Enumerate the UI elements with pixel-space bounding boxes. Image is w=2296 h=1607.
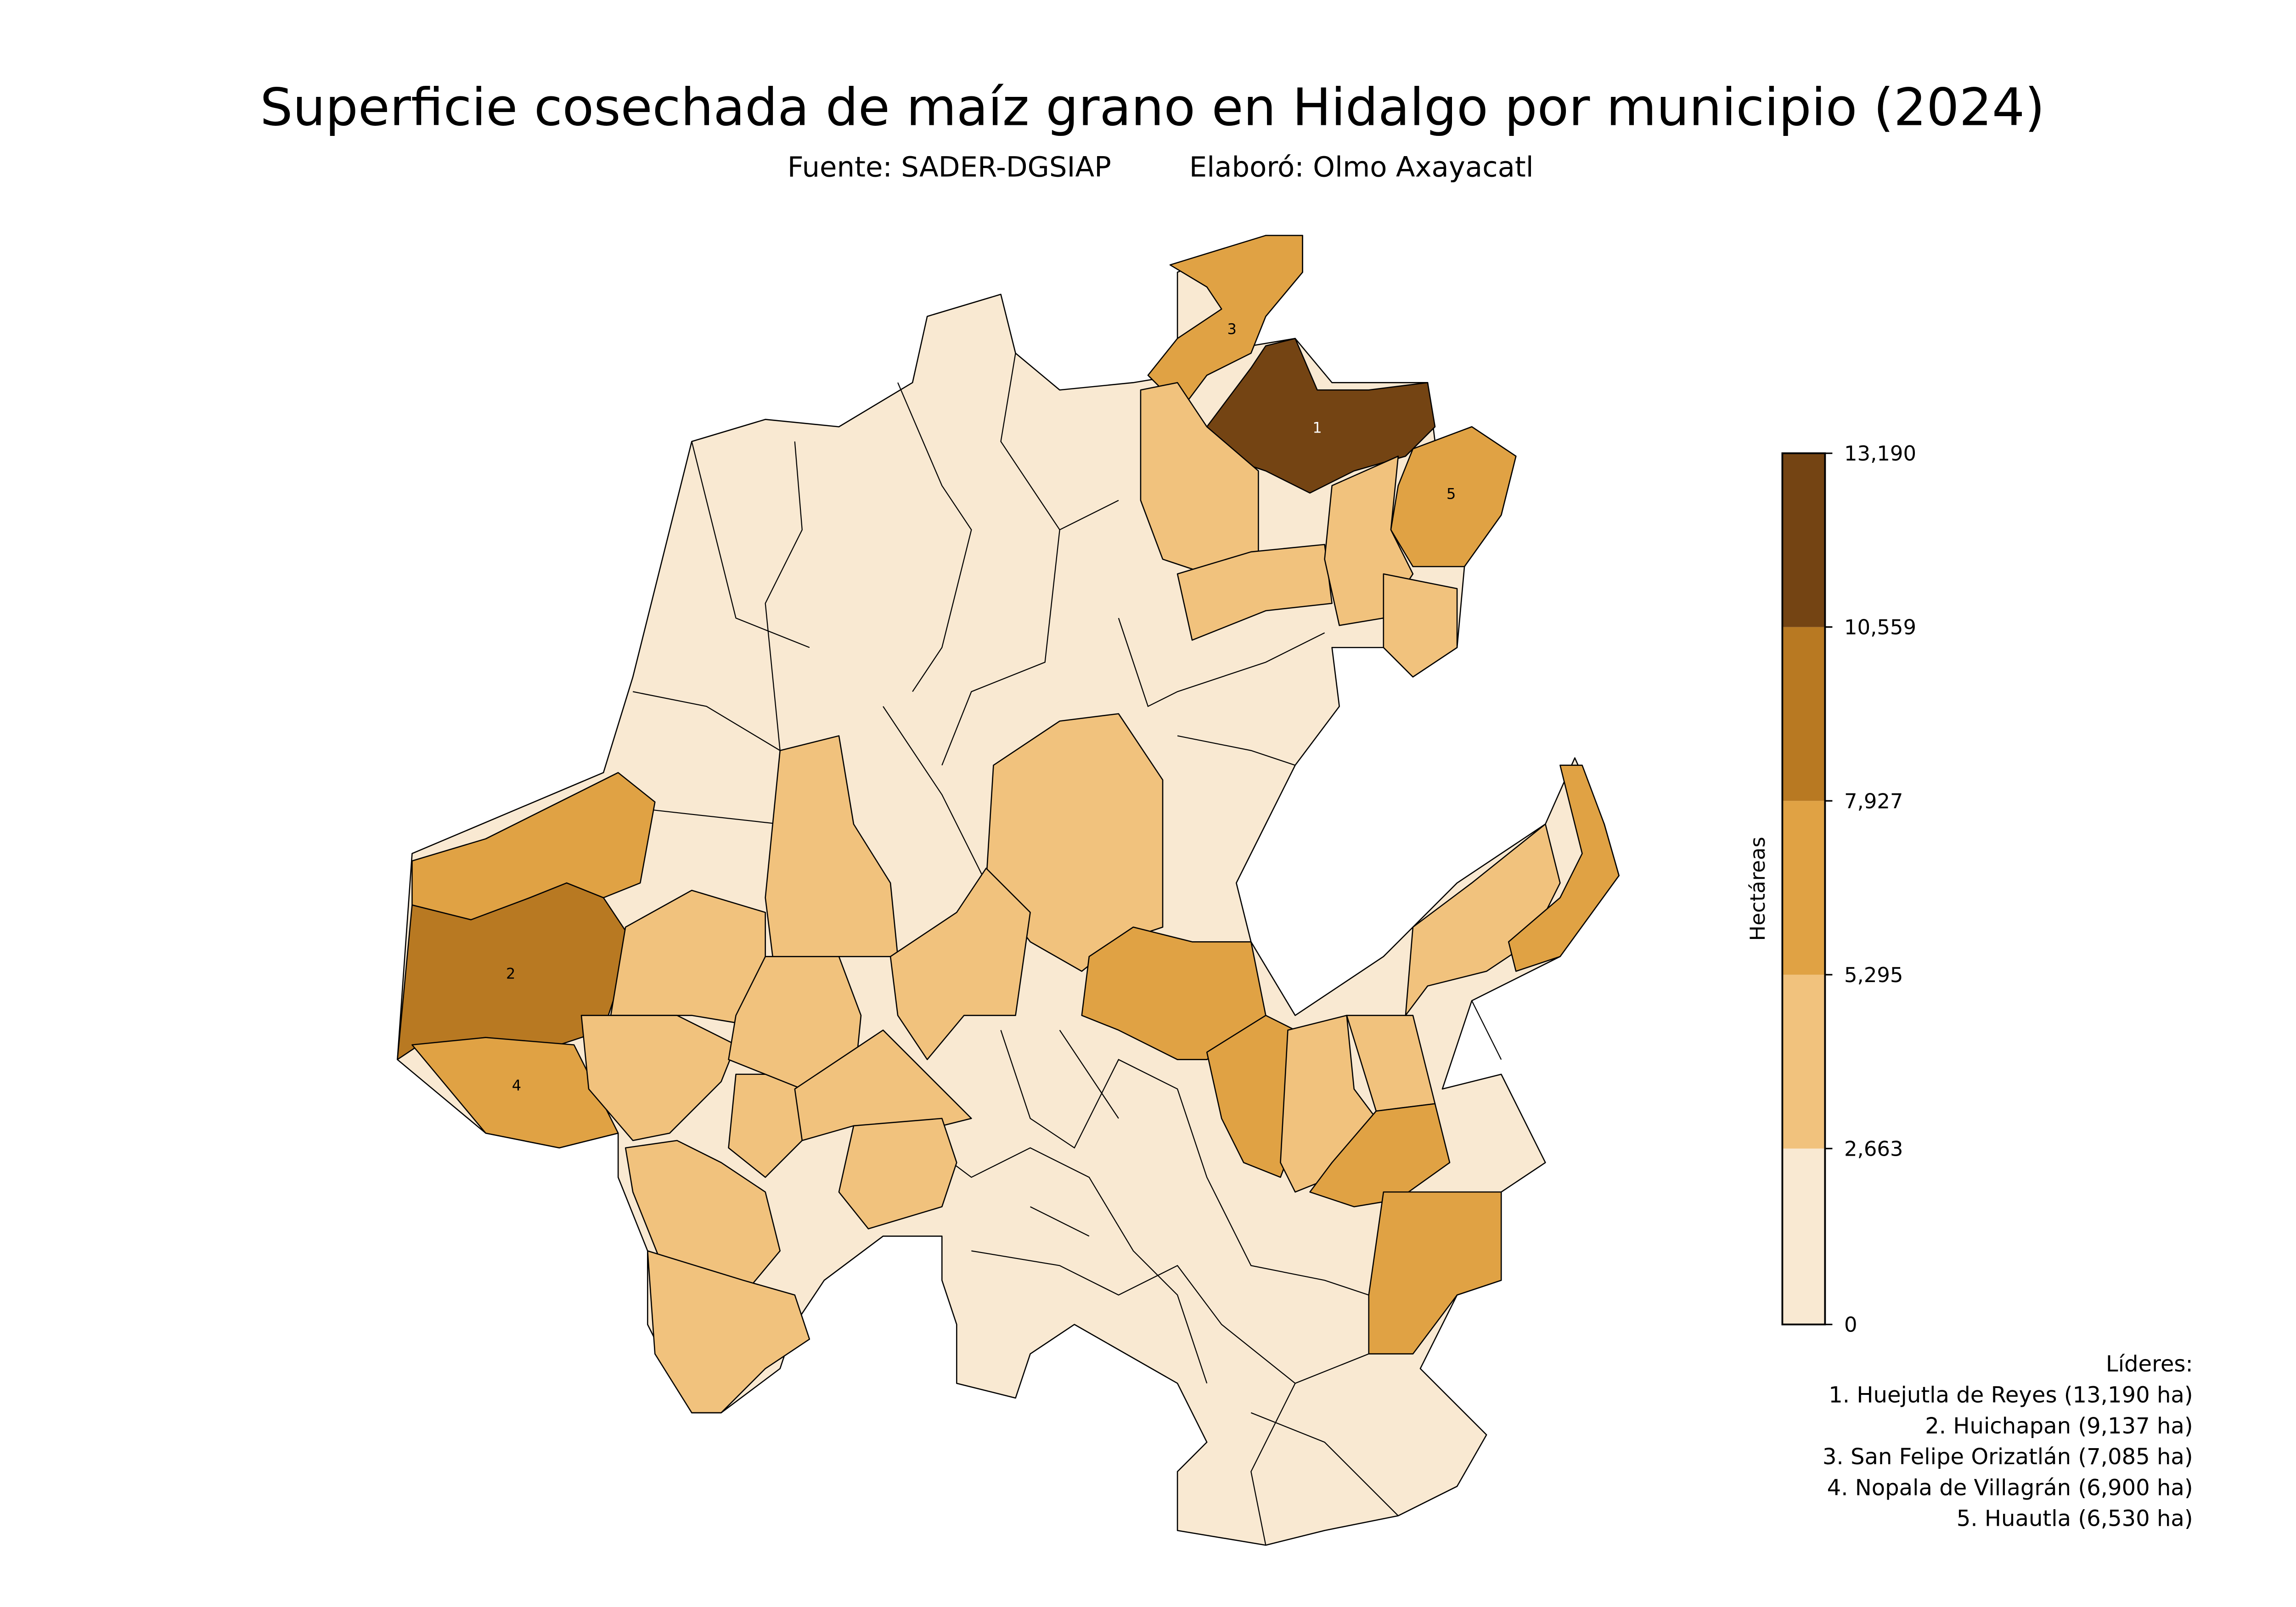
municipality [794,1029,972,1141]
colorbar-tick-label: 13,190 [1844,441,1916,466]
municipality-boundary [897,382,972,692]
municipality-boundary [1000,353,1119,531]
leader-item: 4. Nopala de Villagrán (6,900 ha) [1827,1475,2193,1500]
municipality [1390,426,1517,568]
leaders-list: Líderes: 1. Huejutla de Reyes (13,190 ha… [1823,1351,2193,1532]
municipality [647,1250,810,1414]
colorbar-tick-label: 10,559 [1844,615,1916,640]
hidalgo-map [397,235,1620,1546]
municipality-boundary [912,1133,1208,1384]
municipality-boundary [1250,1383,1296,1545]
leaders-heading: Líderes: [2106,1351,2193,1377]
source-label: Fuente: SADER-DGSIAP [788,151,1111,184]
municipality [1147,235,1303,405]
municipality [1309,1103,1451,1208]
municipality-boundary [1030,1206,1090,1237]
rank-labels: 1 2 3 4 5 [506,320,1456,1094]
colorbar-bin [1782,974,1825,1149]
municipality [580,1015,737,1141]
colorbar-bin [1782,453,1825,627]
municipality [1508,764,1620,972]
municipality-boundary [883,706,987,883]
leader-item: 2. Huichapan (9,137 ha) [1925,1413,2193,1439]
colorbar-tick-label: 0 [1844,1313,1857,1337]
municipality-boundary [1059,1029,1119,1119]
colorbar-tick-label: 2,663 [1844,1137,1903,1161]
municipality [889,867,1031,1060]
municipality-boundary [765,441,803,751]
colorbar-tick-label: 5,295 [1844,963,1903,987]
municipality-boundary [1118,618,1325,708]
colorbar-bin [1782,627,1825,801]
municipality [411,1037,619,1149]
author-label: Elaboró: Olmo Axayacatl [1189,151,1534,184]
municipality-boundary [691,441,810,648]
municipality-boundary [1471,1000,1502,1060]
colorbar-frame [1781,452,1826,1326]
municipality-boundary [941,529,1060,766]
colorbar: 0 2,663 5,295 7,927 10,559 13,190 [1781,441,1916,1337]
colorbar-bin [1782,801,1825,975]
municipality-boundary [971,1250,1369,1384]
rank-label-4: 4 [512,1077,521,1094]
colorbar-tick-label: 7,927 [1844,789,1903,813]
municipality [1176,544,1333,641]
rank-label-3: 3 [1227,320,1236,338]
municipality [1206,337,1436,494]
rank-label-1: 1 [1312,419,1322,436]
leader-item: 5. Huautla (6,530 ha) [1957,1506,2193,1532]
municipality-boundary [1177,735,1295,766]
municipality [838,1118,957,1230]
colorbar-bin [1782,1148,1825,1325]
municipality [1383,573,1458,678]
rank-label-2: 2 [506,965,515,982]
municipality-boundary [632,691,781,751]
leader-item: 1. Huejutla de Reyes (13,190 ha) [1829,1382,2193,1408]
leader-item: 3. San Felipe Orizatlán (7,085 ha) [1823,1444,2193,1470]
municipality [1368,1191,1502,1354]
colorbar-label: Hectáreas [1745,837,1770,941]
rank-label-5: 5 [1446,485,1456,503]
municipality-boundary [1000,1030,1369,1296]
map-title: Superficie cosechada de maíz grano en Hi… [260,78,2045,137]
